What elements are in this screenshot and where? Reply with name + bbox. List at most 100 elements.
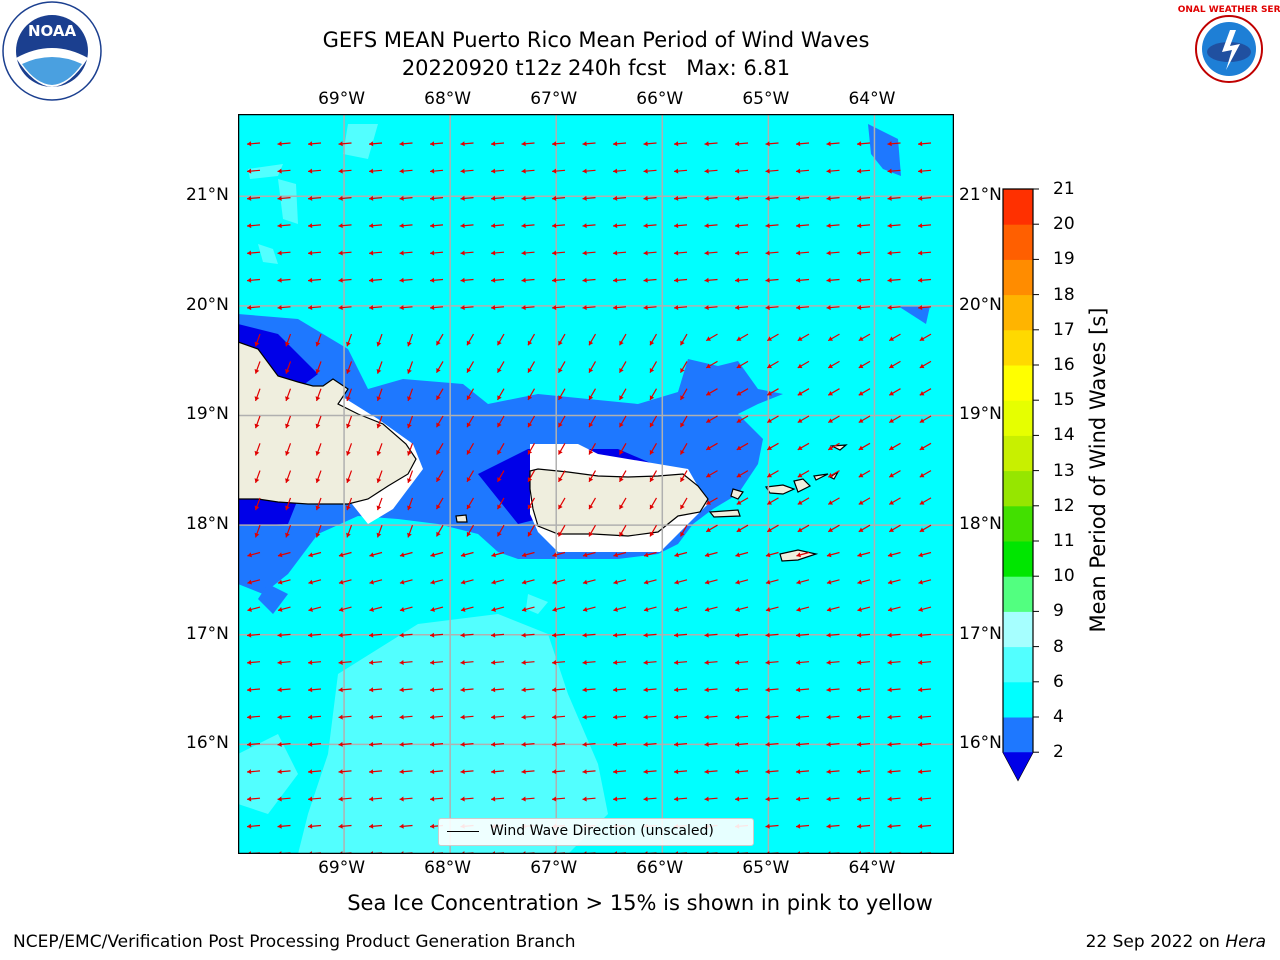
direction-arrow (521, 305, 535, 311)
direction-arrow (736, 524, 749, 533)
direction-arrow (338, 305, 352, 311)
direction-arrow (307, 741, 322, 747)
direction-arrow (338, 687, 352, 693)
direction-arrow (856, 305, 871, 311)
direction-arrow (521, 277, 535, 283)
direction-arrow (917, 687, 932, 693)
date-text: 22 Sep 2022 on Hera (1086, 932, 1266, 952)
direction-arrow (827, 388, 840, 396)
direction-arrow (765, 168, 779, 174)
direction-arrow (338, 277, 352, 283)
direction-arrow (765, 741, 779, 747)
direction-arrow (588, 388, 597, 401)
noaa-logo-text: NOAA (28, 22, 77, 40)
direction-arrow (856, 168, 871, 174)
direction-arrow (285, 415, 292, 429)
direction-arrow (858, 415, 871, 424)
direction-arrow (460, 223, 474, 229)
direction-arrow (308, 606, 322, 612)
direction-arrow (557, 442, 566, 455)
direction-arrow (649, 415, 658, 428)
direction-arrow (612, 796, 627, 802)
direction-arrow (399, 141, 413, 147)
direction-arrow (734, 277, 749, 283)
direction-arrow (795, 823, 810, 829)
direction-arrow (765, 195, 779, 201)
direction-arrow (612, 223, 627, 229)
direction-arrow (466, 333, 475, 346)
direction-arrow (679, 524, 688, 537)
direction-arrow (277, 277, 291, 283)
colorbar-extend-triangle (1003, 752, 1033, 781)
direction-arrow (612, 687, 627, 693)
direction-arrow (551, 769, 566, 775)
direction-arrow (277, 741, 291, 747)
direction-arrow (888, 470, 901, 478)
direction-arrow (704, 223, 718, 229)
direction-arrow (826, 195, 840, 201)
direction-arrow (246, 305, 261, 311)
direction-arrow (307, 687, 322, 693)
direction-arrow (399, 579, 413, 585)
direction-arrow (736, 497, 749, 505)
direction-arrow (917, 223, 932, 229)
direction-arrow (490, 769, 505, 775)
direction-arrow (246, 141, 261, 147)
direction-arrow (888, 333, 901, 342)
direction-arrow (679, 470, 688, 483)
direction-arrow (734, 168, 749, 174)
direction-arrow (618, 524, 627, 537)
legend-line-icon (447, 831, 479, 832)
direction-arrow (887, 714, 901, 720)
direction-arrow (917, 769, 932, 775)
direction-arrow (277, 223, 291, 229)
direction-arrow (376, 388, 383, 402)
direction-arrow (490, 796, 505, 802)
colorbar-segment (1003, 294, 1033, 331)
direction-arrow (376, 333, 383, 347)
direction-arrow (407, 333, 414, 347)
direction-arrow (285, 333, 292, 347)
direction-arrow (551, 632, 566, 638)
direction-arrow (346, 470, 353, 484)
latitude-tick-label: 18°N (959, 514, 1002, 535)
direction-arrow (858, 333, 871, 342)
map-legend: Wind Wave Direction (unscaled) (438, 818, 754, 846)
direction-arrow (704, 168, 718, 174)
direction-arrow (887, 168, 901, 174)
direction-arrow (551, 141, 566, 147)
direction-arrow (399, 250, 413, 256)
direction-arrow (466, 415, 475, 428)
direction-arrow (399, 769, 413, 775)
nws-logo-icon: NATIONAL WEATHER SERVICE (1178, 2, 1280, 96)
direction-arrow (460, 168, 474, 174)
direction-arrow (919, 524, 932, 533)
direction-arrow (338, 769, 352, 775)
direction-arrow (827, 497, 840, 505)
colorbar-tick-label: 16 (1053, 355, 1075, 375)
direction-arrow (466, 470, 475, 483)
direction-arrow (588, 415, 597, 428)
direction-arrow (551, 796, 566, 802)
direction-arrow (618, 442, 627, 455)
st-thomas-island (764, 484, 796, 495)
direction-arrow (399, 741, 413, 747)
direction-arrow (521, 551, 535, 558)
direction-arrow (613, 579, 627, 585)
direction-arrow (618, 361, 627, 373)
direction-arrow (887, 141, 901, 147)
direction-arrow (308, 579, 322, 585)
direction-arrow (527, 470, 536, 483)
direction-arrow (435, 361, 444, 373)
direction-arrow (527, 361, 536, 373)
direction-arrow (460, 687, 474, 693)
direction-arrow (858, 524, 871, 533)
direction-arrow (521, 606, 535, 612)
direction-arrow (856, 250, 871, 256)
direction-arrow (888, 360, 901, 369)
direction-arrow (887, 741, 901, 747)
direction-arrow (460, 632, 474, 638)
direction-arrow (856, 823, 871, 829)
direction-arrow (649, 470, 658, 483)
direction-arrow (705, 415, 718, 424)
